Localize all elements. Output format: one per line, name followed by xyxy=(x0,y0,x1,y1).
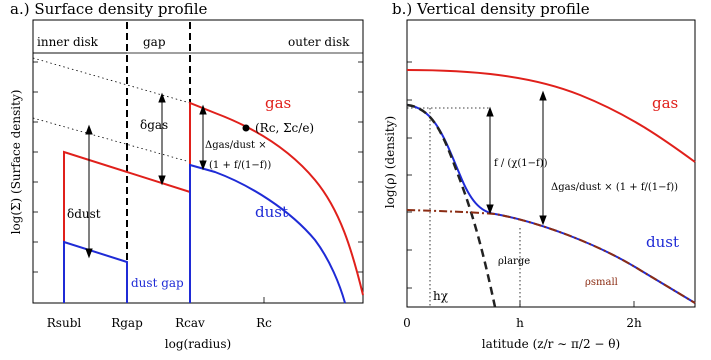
xlabel-b: latitude (z/r ∼ π/2 − θ) xyxy=(482,337,620,351)
rho-large-label: ρlarge xyxy=(498,256,530,267)
xtick-rgap: Rgap xyxy=(111,316,143,330)
region-inner-disk: inner disk xyxy=(37,35,99,49)
panel-b-title: b.) Vertical density profile xyxy=(392,0,590,18)
panel-b-frame xyxy=(406,19,696,308)
panel-a-frame xyxy=(32,19,364,304)
rho-small-label: ρsmall xyxy=(585,277,618,288)
delta-arrows-a xyxy=(85,92,207,259)
delta-full-annotation: Δgas/dust × (1 + f/(1−f)) xyxy=(551,182,678,193)
gap-boundaries xyxy=(126,22,191,303)
xtick-rsubl: Rsubl xyxy=(47,316,82,330)
gas-label-a: gas xyxy=(265,94,291,112)
dust-gap-label: dust gap xyxy=(131,276,184,290)
rc-point-marker xyxy=(242,124,250,132)
hchi-label: hχ xyxy=(433,289,449,303)
xtick-rc: Rc xyxy=(256,316,272,330)
delta-gas-label: δgas xyxy=(140,118,168,132)
dust-curve-b xyxy=(406,104,696,304)
region-gap: gap xyxy=(143,35,166,49)
dust-label-a: dust xyxy=(255,203,288,221)
delta-arrows-b xyxy=(486,90,547,226)
rho-small-curve xyxy=(406,209,696,304)
ylabel-a: log(Σ) (Surface density) xyxy=(9,90,23,235)
region-outer-disk: outer disk xyxy=(288,35,350,49)
xtick-0: 0 xyxy=(403,316,411,330)
gas-curve-b xyxy=(406,69,696,163)
panel-a-title: a.) Surface density profile xyxy=(10,0,207,18)
rho-large-curve xyxy=(406,103,497,308)
xtick-h: h xyxy=(516,316,524,330)
xtick-rcav: Rcav xyxy=(175,316,205,330)
gas-label-b: gas xyxy=(652,94,678,112)
dust-curve xyxy=(63,163,346,304)
xlabel-a: log(radius) xyxy=(165,337,231,351)
xtick-2h: 2h xyxy=(626,316,642,330)
gas-curve xyxy=(63,101,364,303)
dotted-guides xyxy=(32,57,191,163)
delta-dust-label: δdust xyxy=(67,207,101,221)
ylabel-b: log(ρ) (density) xyxy=(383,116,397,208)
dust-label-b: dust xyxy=(646,233,679,251)
dotted-guides-b xyxy=(407,107,521,307)
frac-annotation: f / (χ(1−f)) xyxy=(494,158,548,169)
delta-gas-dust-line2: (1 + f/(1−f)) xyxy=(209,160,271,171)
delta-gas-dust-line1: Δgas/dust × xyxy=(205,140,267,151)
rc-point-label: (Rc, Σc/e) xyxy=(255,121,314,135)
